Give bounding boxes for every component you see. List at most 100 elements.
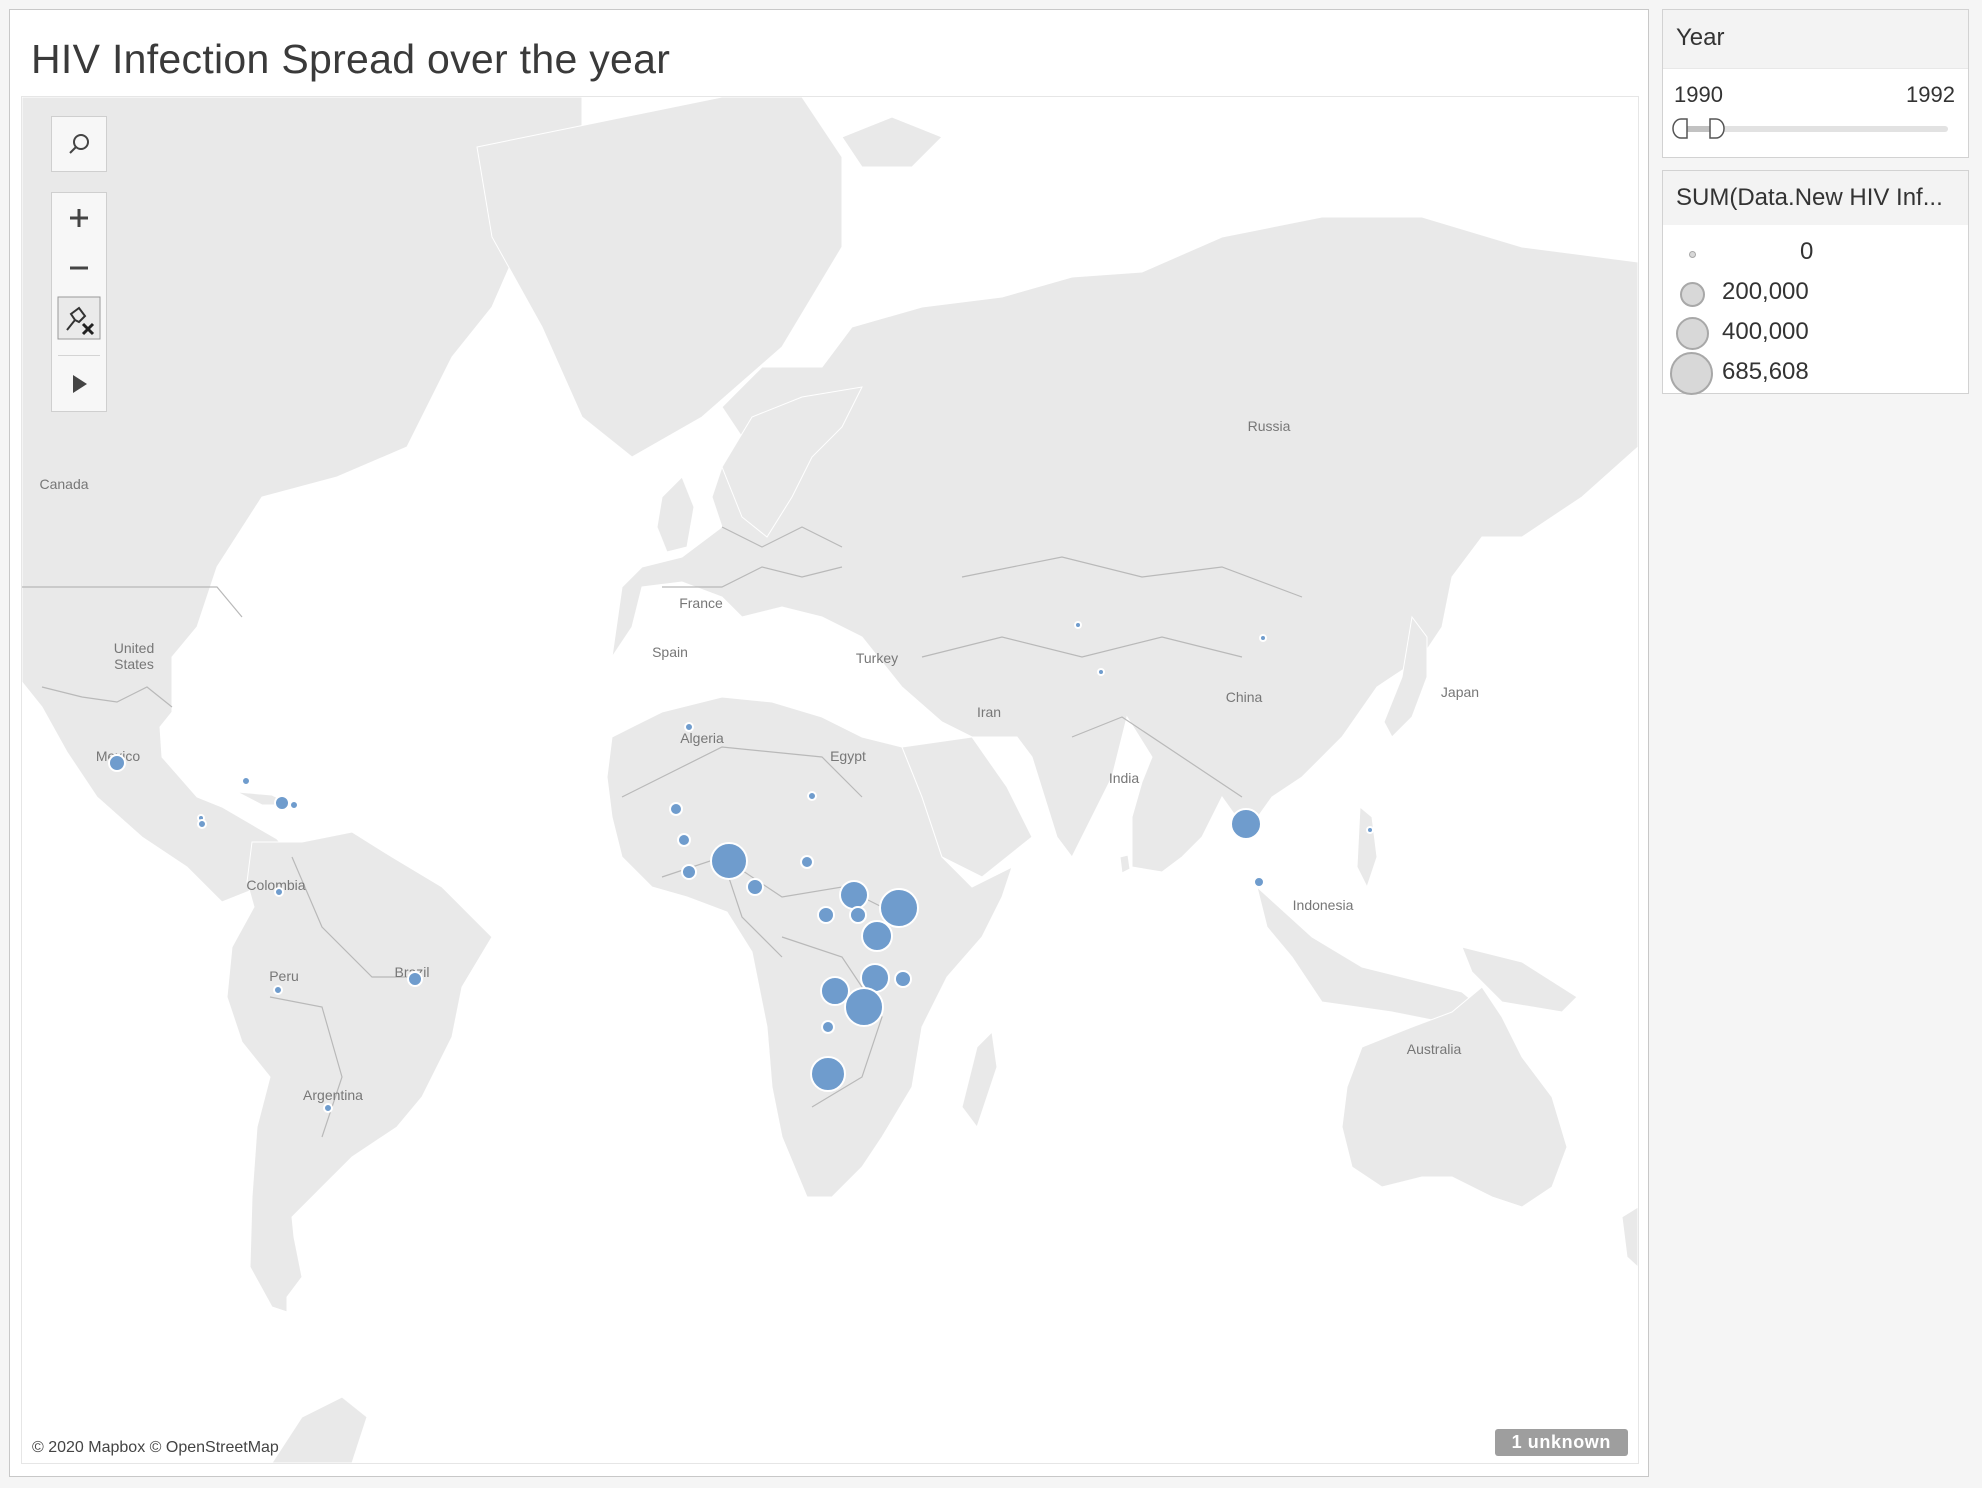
play-icon (73, 375, 87, 393)
data-bubble[interactable] (1230, 808, 1262, 840)
map-label-colombia: Colombia (246, 877, 305, 893)
data-bubble[interactable] (820, 976, 850, 1006)
zoom-in-icon (70, 209, 88, 227)
data-bubble[interactable] (746, 878, 764, 896)
year-filter-header (1663, 10, 1968, 69)
data-bubble[interactable] (323, 1103, 333, 1113)
data-bubble[interactable] (669, 802, 683, 816)
data-bubble[interactable] (274, 795, 290, 811)
data-bubble[interactable] (1097, 668, 1105, 676)
data-bubble[interactable] (407, 971, 423, 987)
legend-value: 400,000 (1722, 318, 1809, 345)
data-bubble[interactable] (844, 987, 884, 1027)
clear-pin-button[interactable] (52, 293, 106, 343)
data-bubble[interactable] (1259, 634, 1267, 642)
data-bubble[interactable] (289, 800, 299, 810)
land-arabia (901, 736, 1033, 878)
size-legend-panel: SUM(Data.New HIV Inf... 0 200,000 400,00… (1662, 170, 1969, 395)
legend-value: 685,608 (1722, 358, 1809, 385)
viz-container: HIV Infection Spread over the year (9, 9, 1649, 1477)
zoom-in-button[interactable] (52, 193, 106, 243)
data-bubble[interactable] (684, 722, 694, 732)
border-asia-2 (1071, 716, 1243, 798)
data-bubble[interactable] (839, 880, 869, 910)
unknown-badge[interactable]: 1 unknown (1494, 1429, 1628, 1456)
data-bubble[interactable] (1366, 826, 1374, 834)
data-bubble[interactable] (849, 906, 867, 924)
toolbar-divider (58, 355, 100, 356)
year-slider-track[interactable] (1680, 126, 1948, 132)
data-bubble[interactable] (807, 791, 817, 801)
border-canada-us (22, 586, 243, 618)
land-africa (606, 696, 1013, 1198)
border-south-america-1 (291, 856, 422, 978)
data-bubble[interactable] (821, 1020, 835, 1034)
map-zoom-toolbar (51, 192, 107, 412)
map-label-algeria: Algeria (680, 730, 724, 746)
legend-item[interactable]: 400,000 (1663, 314, 1968, 354)
data-bubble[interactable] (894, 970, 912, 988)
hiv-bubbles (108, 621, 1374, 1113)
year-slider-start-handle[interactable] (1672, 118, 1689, 139)
map-attribution[interactable]: © 2020 Mapbox © OpenStreetMap (32, 1439, 279, 1456)
legend-size-circle (1670, 352, 1713, 395)
map-label-spain: Spain (652, 644, 688, 660)
legend-item[interactable]: 200,000 (1663, 274, 1968, 314)
data-bubble[interactable] (1074, 621, 1082, 629)
year-slider-end-handle[interactable] (1708, 118, 1725, 139)
land-new-guinea (1461, 946, 1578, 1013)
land-japan (1383, 615, 1428, 738)
map-label-egypt: Egypt (830, 748, 866, 764)
data-bubble[interactable] (108, 754, 126, 772)
data-bubble[interactable] (677, 833, 691, 847)
land-sri-lanka (1119, 854, 1131, 874)
legend-item[interactable]: 685,608 (1663, 352, 1968, 395)
data-bubble[interactable] (710, 842, 748, 880)
zoom-out-button[interactable] (52, 243, 106, 293)
map-label-peru: Peru (269, 968, 299, 984)
land-arctic-islands (841, 116, 943, 168)
border-europe-2 (721, 526, 843, 548)
pin-clear-icon (57, 296, 101, 340)
map-label-united-states: United States (114, 640, 154, 672)
land-new-zealand (1621, 1206, 1638, 1268)
year-filter-title: Year (1676, 24, 1725, 51)
land-antarctica (271, 1396, 368, 1463)
year-slider-range[interactable] (1680, 126, 1720, 132)
data-bubble[interactable] (817, 906, 835, 924)
map-label-china: China (1226, 689, 1263, 705)
map-label-indonesia: Indonesia (1293, 897, 1354, 913)
play-button[interactable] (52, 359, 106, 409)
land-eurasia (611, 216, 1638, 873)
data-bubble[interactable] (273, 985, 283, 995)
search-button[interactable] (52, 119, 106, 169)
data-bubble[interactable] (810, 1056, 846, 1092)
map-label-japan: Japan (1441, 684, 1479, 700)
data-bubble[interactable] (241, 776, 251, 786)
year-filter-panel: Year 1990 1992 (1662, 9, 1969, 158)
data-bubble[interactable] (879, 888, 919, 928)
page-title: HIV Infection Spread over the year (31, 36, 671, 82)
map-label-russia: Russia (1248, 418, 1291, 434)
legend-item[interactable]: 0 (1663, 234, 1968, 274)
year-max-label: 1992 (1906, 82, 1955, 107)
legend-size-circle (1689, 251, 1696, 258)
border-asia-3 (961, 556, 1303, 598)
border-asia-1 (921, 636, 1243, 658)
data-bubble[interactable] (681, 864, 697, 880)
data-bubble[interactable] (861, 920, 893, 952)
border-africa-3 (781, 936, 883, 1108)
data-bubble[interactable] (197, 819, 207, 829)
land-madagascar (961, 1030, 998, 1129)
land-north-america (22, 97, 583, 903)
border-europe-1 (662, 566, 843, 588)
land-australia (1341, 986, 1568, 1208)
size-legend-header (1663, 171, 1968, 225)
data-bubble[interactable] (1253, 876, 1265, 888)
data-bubble[interactable] (800, 855, 814, 869)
legend-value: 200,000 (1722, 278, 1809, 305)
data-bubble[interactable] (274, 887, 284, 897)
